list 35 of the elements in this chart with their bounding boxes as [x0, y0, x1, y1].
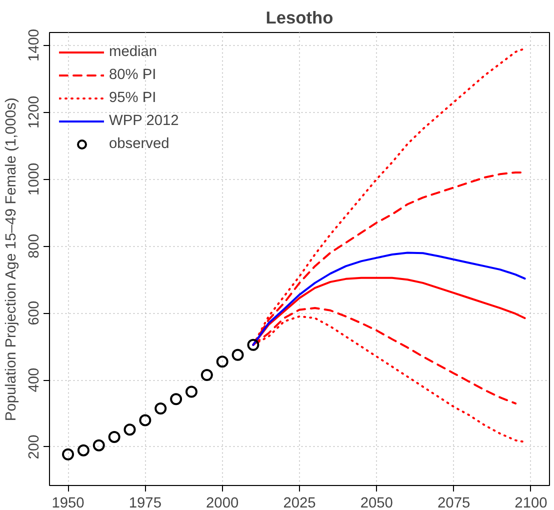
y-tick-label: 200	[26, 434, 42, 460]
y-tick-label: 1000	[26, 162, 42, 196]
point	[154, 402, 167, 414]
y-tick-label: 800	[26, 234, 42, 258]
chart-title: Lesotho	[266, 8, 334, 28]
x-tick-label: 2100	[514, 496, 548, 510]
point	[124, 424, 136, 436]
x-tick-label: 2000	[206, 496, 239, 510]
y-tick-label: 400	[26, 368, 42, 392]
legend-label: observed	[109, 136, 170, 152]
legend-label: median	[109, 44, 158, 60]
x-tick-label: 2025	[283, 496, 316, 510]
point	[170, 393, 182, 406]
point	[139, 414, 152, 426]
y-tick-label: 600	[26, 300, 42, 326]
legend-label: 95% PI	[109, 90, 156, 106]
x-tick-label: 2075	[438, 496, 470, 510]
line-series	[252, 252, 526, 346]
point	[92, 439, 105, 452]
point	[247, 338, 260, 351]
point	[200, 369, 213, 381]
y-axis-title: Population Projection Age 15–49 Female (1,000s)	[4, 98, 20, 422]
x-tick-label: 2050	[360, 496, 393, 510]
x-tick-label: 1950	[52, 496, 84, 510]
point	[232, 348, 244, 361]
point	[77, 444, 90, 456]
x-tick-label: 1975	[128, 496, 162, 510]
legend-label: 80% PI	[109, 67, 156, 83]
point	[185, 386, 198, 398]
y-tick-label: 1200	[26, 96, 42, 128]
legend-label: WPP 2012	[109, 113, 179, 129]
point	[108, 430, 120, 443]
y-tick-label: 1400	[26, 28, 42, 62]
point	[62, 448, 74, 460]
point	[216, 356, 228, 368]
